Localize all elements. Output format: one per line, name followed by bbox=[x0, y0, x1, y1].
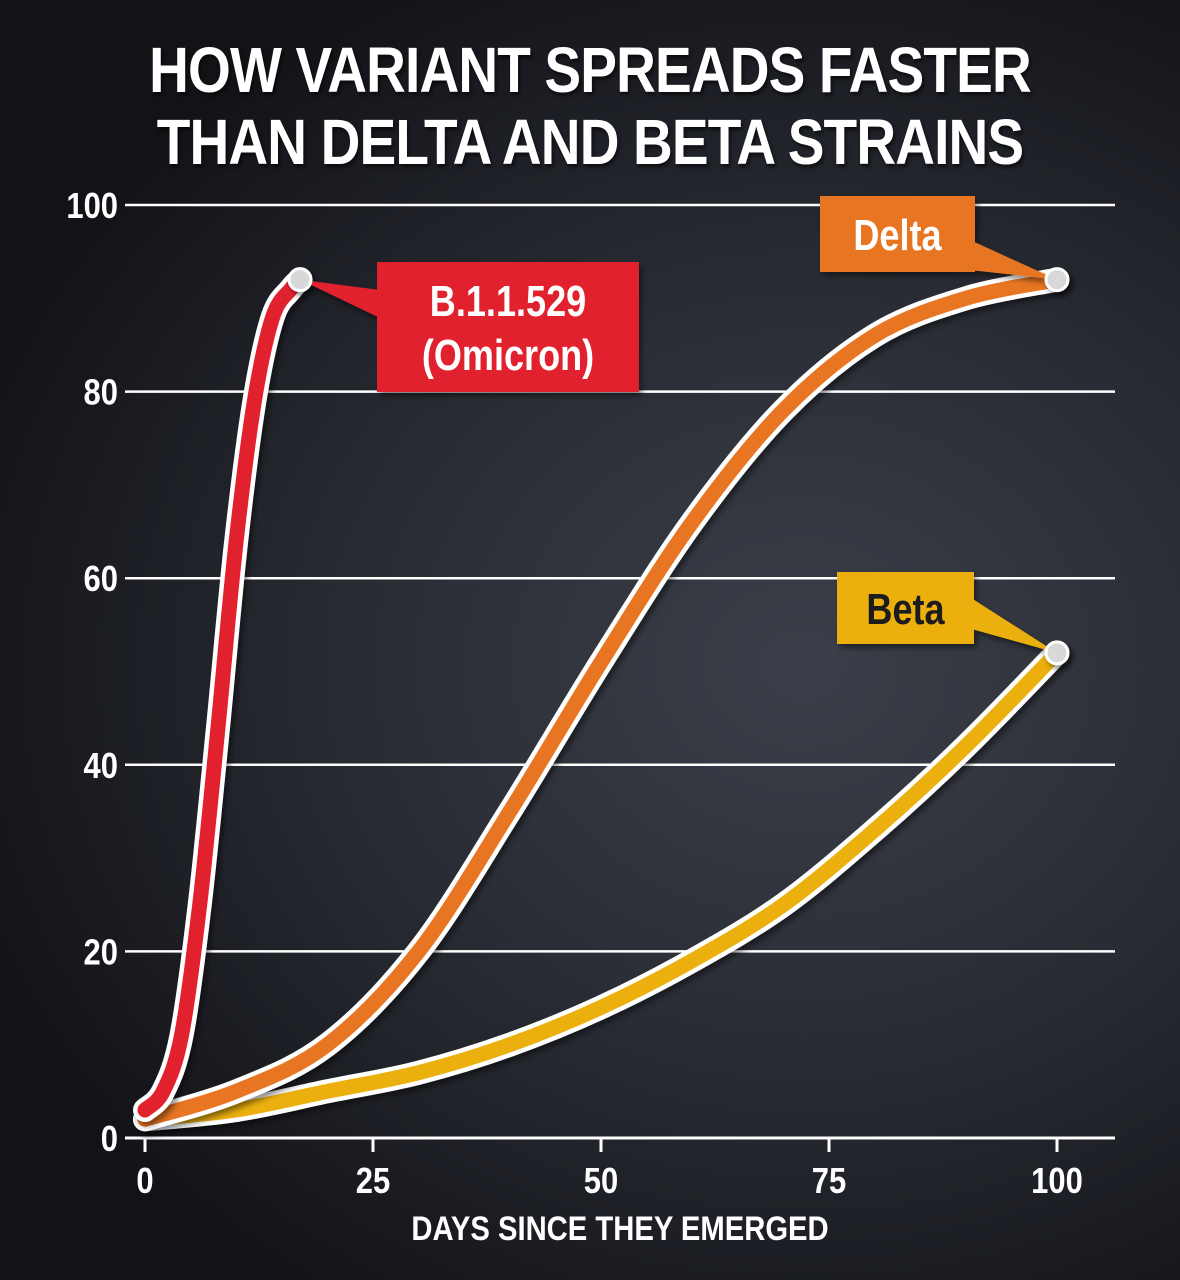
chart-title-line-1: HOW VARIANT SPREADS FASTER bbox=[149, 34, 1032, 106]
series-end-marker bbox=[1044, 267, 1070, 293]
series-end-marker bbox=[287, 267, 313, 293]
series-b.1.1.529-line bbox=[133, 267, 312, 1122]
series-callouts: B.1.1.529 (Omicron) Delta Beta bbox=[287, 196, 1070, 666]
y-tick-label: 0 bbox=[101, 1120, 118, 1160]
callout-pointer bbox=[300, 279, 380, 318]
series-beta-line bbox=[133, 640, 1069, 1132]
callout-label: B.1.1.529 bbox=[430, 277, 586, 326]
callout-pointer bbox=[970, 240, 1057, 280]
series-end-marker bbox=[1044, 640, 1070, 666]
x-axis: 0 25 50 75 100 bbox=[136, 1138, 1083, 1202]
series-lines bbox=[133, 267, 1069, 1132]
y-tick-label: 100 bbox=[66, 187, 118, 227]
x-axis-label: DAYS SINCE THEY EMERGED bbox=[411, 1209, 828, 1248]
callout-b.1.1.529: B.1.1.529 (Omicron) bbox=[287, 262, 639, 392]
callout-label: Beta bbox=[866, 585, 945, 634]
callout-box bbox=[377, 262, 639, 392]
callout-box bbox=[820, 196, 975, 272]
x-tick-label: 0 bbox=[136, 1162, 153, 1202]
callout-box bbox=[837, 572, 974, 644]
y-tick-label: 20 bbox=[84, 933, 118, 973]
callout-label: Delta bbox=[853, 211, 942, 260]
chart-title-line-2: THAN DELTA AND BETA STRAINS bbox=[156, 106, 1024, 178]
y-tick-label: 60 bbox=[84, 560, 118, 600]
y-tick-label: 80 bbox=[84, 374, 118, 414]
x-tick-label: 75 bbox=[812, 1162, 846, 1202]
callout-pointer bbox=[968, 596, 1057, 653]
y-axis-ticks: 0 20 40 60 80 100 bbox=[66, 187, 118, 1160]
chart-title: HOW VARIANT SPREADS FASTER THAN DELTA AN… bbox=[83, 34, 1098, 178]
callout-delta: Delta bbox=[820, 196, 1070, 293]
callout-label: (Omicron) bbox=[422, 331, 594, 380]
callout-beta: Beta bbox=[837, 572, 1070, 666]
x-tick-label: 25 bbox=[356, 1162, 390, 1202]
x-tick-label: 100 bbox=[1031, 1162, 1083, 1202]
y-tick-label: 40 bbox=[84, 747, 118, 787]
series-delta-line bbox=[133, 267, 1069, 1132]
x-tick-label: 50 bbox=[584, 1162, 618, 1202]
